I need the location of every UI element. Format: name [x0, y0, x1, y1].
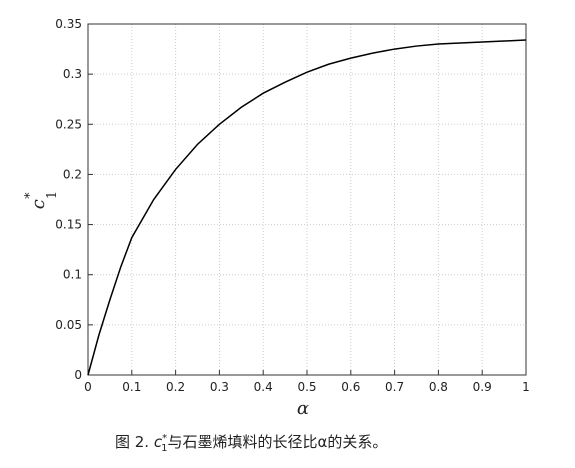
x-tick-label: 0.4: [254, 380, 273, 394]
y-tick-label: 0.1: [63, 268, 82, 282]
caption-sup: *: [162, 433, 167, 444]
x-tick-label: 0.1: [122, 380, 141, 394]
y-tick-label: 0.35: [55, 17, 82, 31]
y-tick-label: 0.15: [55, 218, 82, 232]
x-tick-label: 0.6: [341, 380, 360, 394]
x-tick-label: 0.8: [429, 380, 448, 394]
plot-frame: [87, 23, 527, 376]
caption-base: c: [154, 433, 163, 451]
x-tick-label: 1: [522, 380, 530, 394]
caption-suffix: 与石墨烯填料的长径比α的关系。: [167, 433, 387, 451]
line: [87, 39, 527, 376]
y-tick-label: 0.2: [63, 167, 82, 181]
x-tick-label: 0.3: [210, 380, 229, 394]
x-tick-label: 0.5: [297, 380, 316, 394]
y-tick-label: 0: [74, 368, 82, 382]
y-tick-label: 0.3: [63, 67, 82, 81]
y-label-base: c: [28, 199, 49, 209]
y-tick-label: 0.25: [55, 117, 82, 131]
y-axis-label: c1 *: [23, 191, 60, 209]
y-tick-label: 0.05: [55, 318, 82, 332]
x-tick-label: 0: [84, 380, 92, 394]
caption: 图 2. c* 1与石墨烯填料的长径比α的关系。: [115, 433, 387, 454]
x-tick-label: 0.2: [166, 380, 185, 394]
y-label-sup: *: [23, 192, 38, 199]
caption-sub: 1: [161, 443, 167, 454]
x-tick-label: 0.9: [473, 380, 492, 394]
x-axis-label: α: [297, 398, 309, 419]
y-label-sub: 1: [45, 191, 60, 199]
x-tick-label: 0.7: [385, 380, 404, 394]
caption-prefix: 图 2.: [115, 433, 154, 451]
